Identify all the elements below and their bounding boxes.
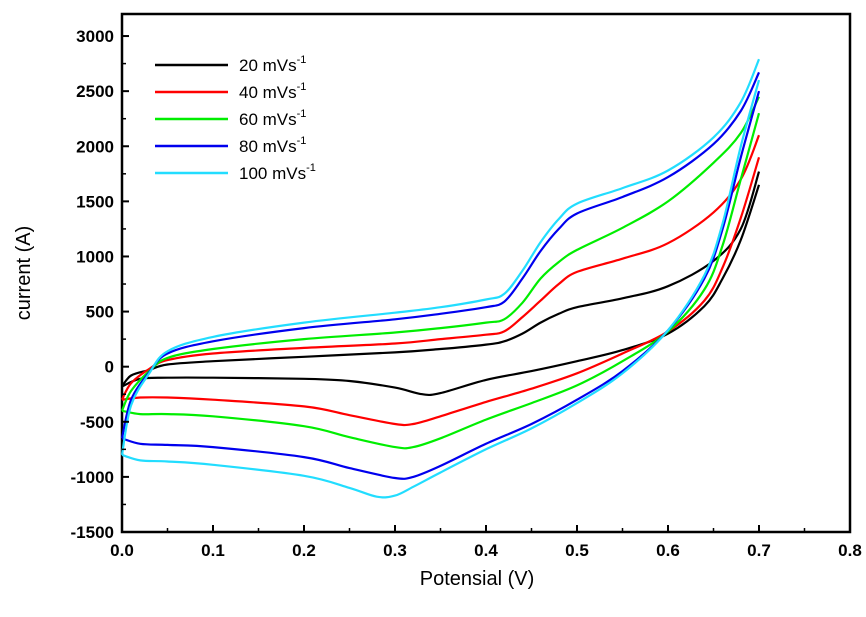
x-tick-label: 0.8 (838, 541, 862, 560)
legend-label: 20 mVs-1 (239, 54, 306, 75)
x-tick-label: 0.4 (474, 541, 498, 560)
series-anodic-line (120, 58, 761, 456)
legend-label: 100 mVs-1 (239, 162, 316, 183)
x-tick-label: 0.7 (747, 541, 771, 560)
series-cathodic-line (121, 184, 761, 397)
x-tick-label: 0.1 (201, 541, 225, 560)
series-anodic-line (121, 171, 761, 388)
series-anodic-line (120, 96, 760, 412)
legend: 20 mVs-1 40 mVs-1 60 mVs-1 80 mVs-1 100 mVs-… (155, 54, 316, 183)
y-axis-title: current (A) (13, 226, 35, 320)
x-tick-label: 0.0 (110, 541, 134, 560)
series-anodic-line (121, 134, 761, 401)
series-cathodic-line (121, 156, 761, 427)
y-tick-label: 1500 (76, 192, 114, 211)
y-tick-label: 2500 (76, 82, 114, 101)
y-tick-label: -1500 (71, 523, 114, 542)
plot-area (120, 12, 852, 534)
plot-frame (120, 12, 852, 534)
x-axis-ticks: 0.0 0.1 0.2 0.3 0.4 0.5 0.6 0.7 0.8 (110, 525, 862, 560)
legend-label: 60 mVs-1 (239, 108, 306, 129)
y-tick-label: 0 (105, 358, 114, 377)
x-axis-title: Potensial (V) (420, 568, 535, 590)
series-anodic-line (120, 71, 760, 439)
series-cathodic-line (121, 112, 761, 450)
legend-label: 80 mVs-1 (239, 135, 306, 156)
x-tick-label: 0.2 (292, 541, 316, 560)
x-tick-label: 0.6 (656, 541, 680, 560)
series-cathodic-line (121, 79, 761, 499)
series-cathodic-line (121, 90, 761, 480)
legend-label: 40 mVs-1 (239, 81, 306, 102)
y-tick-label: 1000 (76, 247, 114, 266)
y-axis-ticks: -1500 -1000 -500 0 500 1000 1500 2000 2500 3000 (71, 27, 129, 542)
y-tick-label: -1000 (71, 468, 114, 487)
y-tick-label: 2000 (76, 137, 114, 156)
x-tick-label: 0.3 (383, 541, 407, 560)
y-tick-label: 500 (86, 303, 114, 322)
y-tick-label: -500 (80, 413, 114, 432)
x-tick-label: 0.5 (565, 541, 589, 560)
y-tick-label: 3000 (76, 27, 114, 46)
curves-group (120, 58, 761, 499)
